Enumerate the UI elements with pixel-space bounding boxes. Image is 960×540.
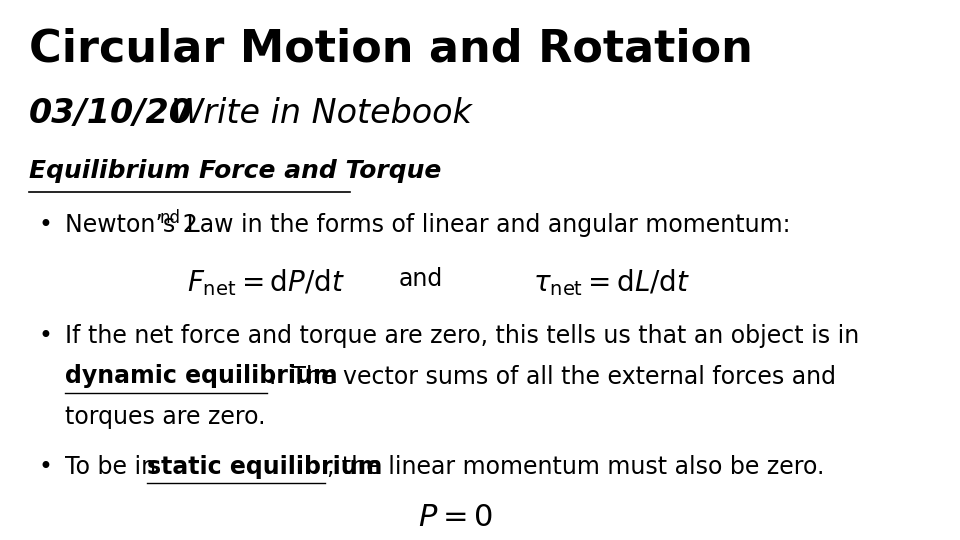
- Text: static equilibrium: static equilibrium: [147, 455, 382, 478]
- Text: $P = 0$: $P = 0$: [418, 503, 492, 532]
- Text: If the net force and torque are zero, this tells us that an object is in: If the net force and torque are zero, th…: [65, 324, 859, 348]
- Text: dynamic equilibrium: dynamic equilibrium: [65, 364, 338, 388]
- Text: Newton’s 2: Newton’s 2: [65, 213, 198, 237]
- Text: Circular Motion and Rotation: Circular Motion and Rotation: [29, 27, 753, 70]
- Text: torques are zero.: torques are zero.: [65, 405, 266, 429]
- Text: To be in: To be in: [65, 455, 164, 478]
- Text: •: •: [38, 213, 52, 237]
- Text: $F_{\rm net} = {\rm d}P/{\rm d}t$: $F_{\rm net} = {\rm d}P/{\rm d}t$: [187, 267, 345, 298]
- Text: .  The vector sums of all the external forces and: . The vector sums of all the external fo…: [269, 364, 836, 388]
- Text: Law in the forms of linear and angular momentum:: Law in the forms of linear and angular m…: [179, 213, 790, 237]
- Text: nd: nd: [159, 209, 180, 227]
- Text: 03/10/20: 03/10/20: [29, 97, 193, 130]
- Text: Write in Notebook: Write in Notebook: [171, 97, 471, 130]
- Text: •: •: [38, 324, 52, 348]
- Text: Equilibrium Force and Torque: Equilibrium Force and Torque: [29, 159, 442, 183]
- Text: and: and: [398, 267, 443, 291]
- Text: $\tau_{\rm net} = {\rm d}L/{\rm d}t$: $\tau_{\rm net} = {\rm d}L/{\rm d}t$: [533, 267, 690, 298]
- Text: •: •: [38, 455, 52, 478]
- Text: , the linear momentum must also be zero.: , the linear momentum must also be zero.: [327, 455, 825, 478]
